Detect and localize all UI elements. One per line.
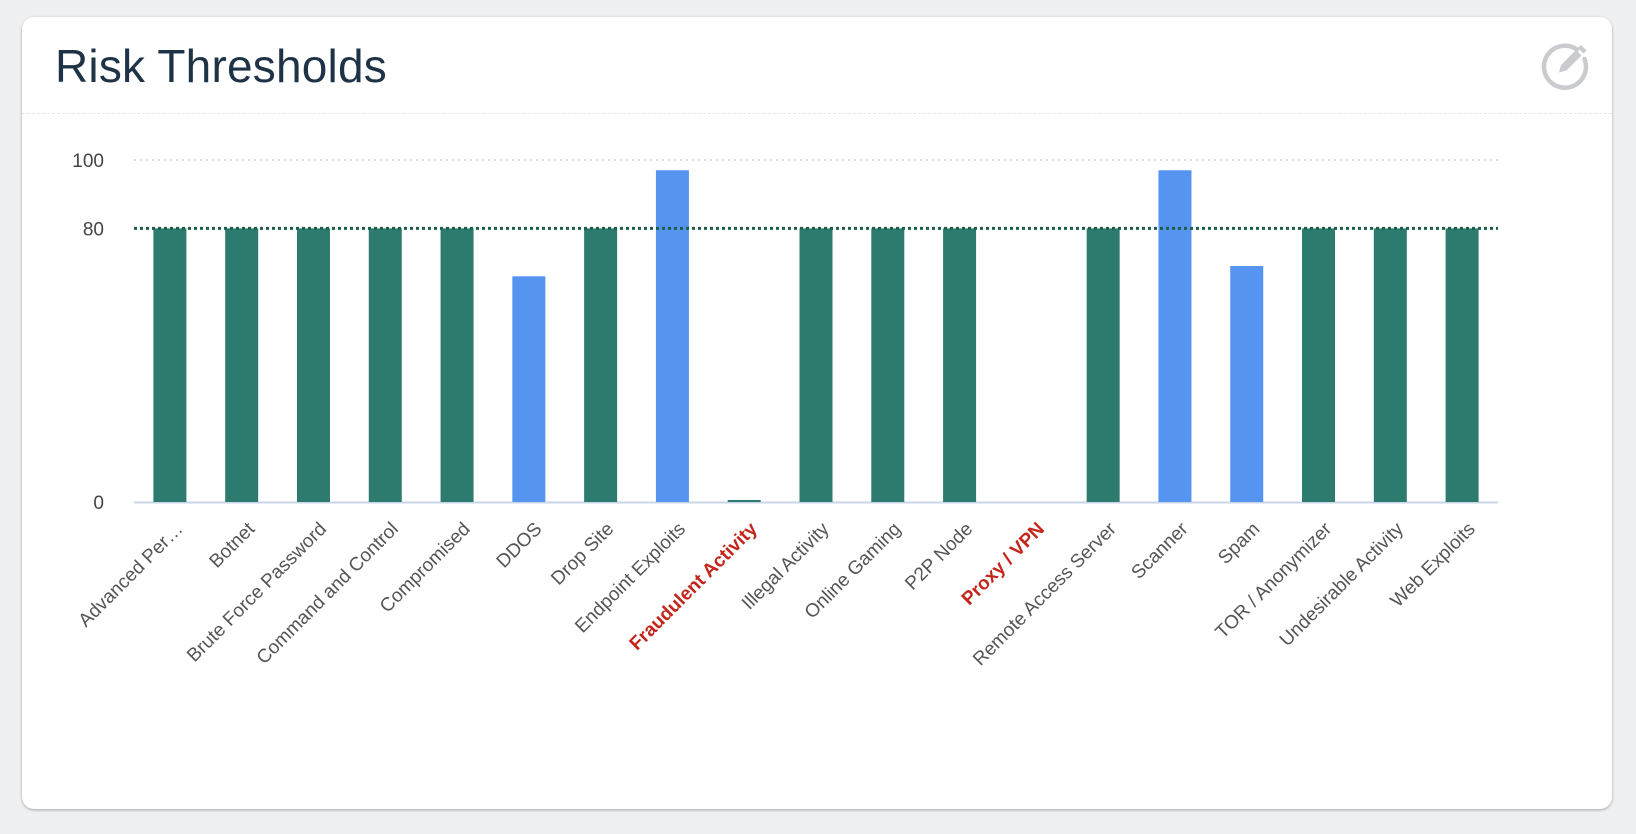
- bar-tor-anonymizer[interactable]: [1302, 228, 1336, 502]
- bar-fraudulent-activity[interactable]: [727, 500, 761, 502]
- x-tick-label-fraudulent-activity: Fraudulent Activity: [626, 518, 762, 654]
- y-axis-ticks: 0 80 100: [72, 151, 104, 514]
- bar-online-gaming[interactable]: [871, 228, 905, 502]
- y-tick-label-100: 100: [72, 151, 104, 172]
- bar-advanced-per[interactable]: [153, 228, 187, 502]
- edit-pencil-circle-icon: [1541, 43, 1589, 90]
- bar-brute-force-password[interactable]: [296, 228, 330, 502]
- bars-layer: [153, 170, 1479, 502]
- x-tick-label-ddos: DDOS: [493, 519, 547, 573]
- grid-layer: [134, 159, 1498, 504]
- bar-remote-access-server[interactable]: [1086, 228, 1120, 502]
- x-tick-label-undesirable-activity: Undesirable Activity: [1276, 518, 1408, 650]
- bar-compromised[interactable]: [440, 228, 474, 502]
- x-tick-label-drop-site: Drop Site: [547, 519, 618, 590]
- y-tick-label-0: 0: [93, 493, 104, 514]
- bar-ddos[interactable]: [512, 276, 546, 502]
- x-tick-label-botnet: Botnet: [206, 518, 260, 572]
- x-tick-label-spam: Spam: [1214, 519, 1264, 569]
- bar-command-and-control[interactable]: [368, 228, 402, 502]
- bar-botnet[interactable]: [225, 228, 259, 502]
- x-tick-label-advanced-per: Advanced Per…: [75, 519, 188, 632]
- x-tick-label-scanner: Scanner: [1128, 518, 1193, 583]
- bar-p2p-node[interactable]: [943, 228, 977, 502]
- edit-icon[interactable]: [1537, 39, 1591, 93]
- bar-illegal-activity[interactable]: [799, 228, 833, 502]
- card-title: Risk Thresholds: [55, 40, 387, 92]
- bar-scanner[interactable]: [1158, 170, 1192, 502]
- x-tick-label-remote-access-server: Remote Access Server: [969, 518, 1121, 670]
- x-tick-label-brute-force-password: Brute Force Password: [183, 519, 331, 667]
- chart-area: 0 80 100 Advanced Per… Botnet Brute Force Pa…: [22, 17, 1612, 809]
- bar-undesirable-activity[interactable]: [1373, 228, 1407, 502]
- x-tick-label-command-and-control: Command and Control: [253, 519, 403, 669]
- bar-spam[interactable]: [1230, 266, 1264, 502]
- bar-web-exploits[interactable]: [1445, 228, 1479, 502]
- bar-endpoint-exploits[interactable]: [655, 170, 689, 502]
- x-tick-label-p2p-node: P2P Node: [901, 519, 977, 595]
- bar-drop-site[interactable]: [584, 228, 618, 502]
- card-header: Risk Thresholds: [22, 17, 1612, 114]
- y-tick-label-80: 80: [83, 219, 104, 240]
- risk-thresholds-card: Risk Thresholds 0 80 100 Advanced Per… Botn…: [22, 17, 1612, 809]
